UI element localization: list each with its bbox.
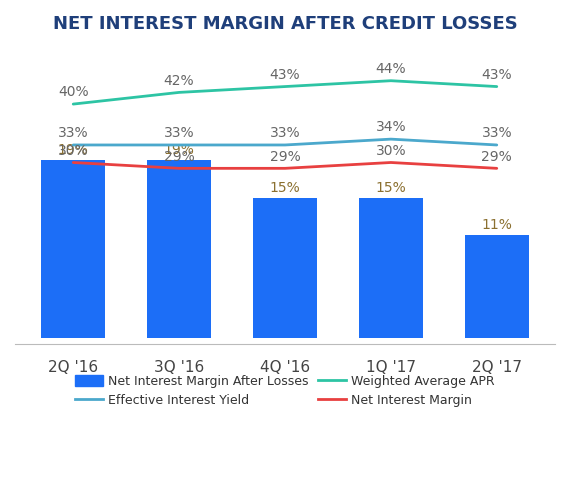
Text: 43%: 43% xyxy=(270,68,300,82)
Bar xyxy=(42,160,105,338)
Text: 19%: 19% xyxy=(58,143,89,157)
Text: 29%: 29% xyxy=(270,150,300,164)
Bar xyxy=(148,160,211,338)
Text: 33%: 33% xyxy=(58,126,88,140)
Text: 42%: 42% xyxy=(164,74,194,88)
Text: 33%: 33% xyxy=(270,126,300,140)
Text: 30%: 30% xyxy=(376,144,406,158)
Text: 34%: 34% xyxy=(376,121,406,134)
Text: 33%: 33% xyxy=(482,126,512,140)
Bar xyxy=(253,198,317,338)
Bar xyxy=(465,235,528,338)
Title: NET INTEREST MARGIN AFTER CREDIT LOSSES: NET INTEREST MARGIN AFTER CREDIT LOSSES xyxy=(52,15,518,33)
Text: 15%: 15% xyxy=(376,181,406,195)
Text: 40%: 40% xyxy=(58,86,88,100)
Text: 19%: 19% xyxy=(164,143,194,157)
Text: 15%: 15% xyxy=(270,181,300,195)
Text: 11%: 11% xyxy=(481,218,512,232)
Text: 29%: 29% xyxy=(482,150,512,164)
Text: 29%: 29% xyxy=(164,150,194,164)
Legend: Net Interest Margin After Losses, Effective Interest Yield, Weighted Average APR: Net Interest Margin After Losses, Effect… xyxy=(71,370,499,412)
Text: 44%: 44% xyxy=(376,62,406,76)
Text: 33%: 33% xyxy=(164,126,194,140)
Bar xyxy=(359,198,422,338)
Text: 43%: 43% xyxy=(482,68,512,82)
Text: 30%: 30% xyxy=(58,144,88,158)
